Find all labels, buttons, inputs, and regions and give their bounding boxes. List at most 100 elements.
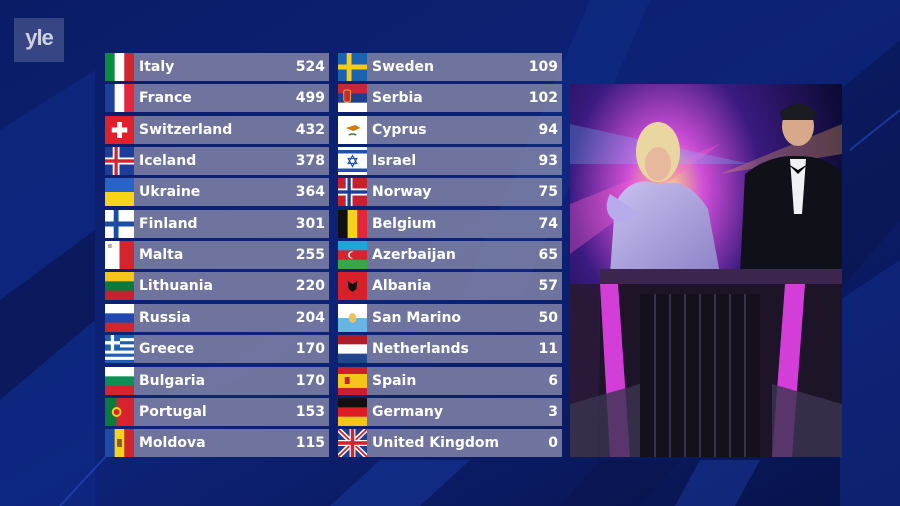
channel-logo: yle bbox=[14, 18, 64, 62]
scoreboard-row-san-marino: San Marino 50 bbox=[338, 303, 562, 332]
country-points: 75 bbox=[538, 184, 558, 201]
scoreboard-row-moldova: Moldova 115 bbox=[105, 429, 329, 458]
scoreboard-row-ukraine: Ukraine 364 bbox=[105, 178, 329, 207]
scoreboard-row-albania: Albania 57 bbox=[338, 272, 562, 301]
country-points: 301 bbox=[295, 215, 325, 232]
country-points: 109 bbox=[528, 59, 558, 75]
country-name: Switzerland bbox=[139, 121, 233, 138]
country-name: Italy bbox=[139, 59, 175, 75]
flag-san-marino-icon bbox=[338, 303, 367, 332]
flag-portugal-icon bbox=[105, 397, 134, 426]
flag-cyprus-icon bbox=[338, 115, 367, 144]
flag-albania-icon bbox=[338, 272, 367, 301]
flag-azerbaijan-icon bbox=[338, 241, 367, 270]
scoreboard-row-iceland: Iceland 378 bbox=[105, 147, 329, 176]
country-points: 432 bbox=[295, 121, 325, 138]
presenters-video bbox=[570, 84, 842, 457]
country-points: 170 bbox=[295, 341, 325, 358]
country-name: Finland bbox=[139, 215, 198, 232]
country-name: Greece bbox=[139, 341, 195, 358]
country-name: Germany bbox=[372, 403, 444, 420]
country-name: Ukraine bbox=[139, 184, 201, 201]
country-name: Spain bbox=[372, 372, 417, 389]
scoreboard-row-netherlands: Netherlands 11 bbox=[338, 335, 562, 364]
country-points: 524 bbox=[295, 59, 325, 75]
flag-sweden-icon bbox=[338, 53, 367, 81]
scoreboard-row-united-kingdom: United Kingdom 0 bbox=[338, 429, 562, 458]
country-name: Belgium bbox=[372, 215, 437, 232]
scoreboard-row-malta: Malta 255 bbox=[105, 241, 329, 270]
country-points: 3 bbox=[548, 403, 558, 420]
scoreboard-row-sweden: Sweden 109 bbox=[338, 53, 562, 81]
scoreboard-row-switzerland: Switzerland 432 bbox=[105, 115, 329, 144]
flag-netherlands-icon bbox=[338, 335, 367, 364]
country-points: 102 bbox=[528, 90, 558, 107]
country-name: Netherlands bbox=[372, 341, 469, 358]
flag-finland-icon bbox=[105, 209, 134, 238]
flag-germany-icon bbox=[338, 397, 367, 426]
scoreboard-row-portugal: Portugal 153 bbox=[105, 397, 329, 426]
scoreboard-row-russia: Russia 204 bbox=[105, 303, 329, 332]
country-points: 170 bbox=[295, 372, 325, 389]
country-name: Serbia bbox=[372, 90, 423, 107]
flag-spain-icon bbox=[338, 366, 367, 395]
country-points: 115 bbox=[295, 435, 325, 452]
scoreboard: Italy 524 France 499 Switzerland 432 Iceland 37… bbox=[105, 53, 562, 458]
flag-moldova-icon bbox=[105, 429, 134, 458]
scoreboard-row-bulgaria: Bulgaria 170 bbox=[105, 366, 329, 395]
flag-russia-icon bbox=[105, 303, 134, 332]
scoreboard-row-germany: Germany 3 bbox=[338, 397, 562, 426]
country-points: 6 bbox=[548, 372, 558, 389]
country-points: 153 bbox=[295, 403, 325, 420]
country-points: 499 bbox=[295, 90, 325, 107]
country-name: San Marino bbox=[372, 309, 462, 326]
country-points: 255 bbox=[295, 247, 325, 264]
country-points: 378 bbox=[295, 153, 325, 170]
scoreboard-row-serbia: Serbia 102 bbox=[338, 84, 562, 113]
flag-italy-icon bbox=[105, 53, 134, 81]
flag-iceland-icon bbox=[105, 147, 134, 176]
flag-united-kingdom-icon bbox=[338, 429, 367, 458]
country-name: Bulgaria bbox=[139, 372, 206, 389]
country-name: Albania bbox=[372, 278, 432, 295]
scoreboard-row-italy: Italy 524 bbox=[105, 53, 329, 81]
country-points: 364 bbox=[295, 184, 325, 201]
country-name: Cyprus bbox=[372, 121, 427, 138]
scoreboard-row-finland: Finland 301 bbox=[105, 209, 329, 238]
scoreboard-row-greece: Greece 170 bbox=[105, 335, 329, 364]
scoreboard-row-spain: Spain 6 bbox=[338, 366, 562, 395]
country-name: Portugal bbox=[139, 403, 207, 420]
country-points: 93 bbox=[538, 153, 558, 170]
flag-ukraine-icon bbox=[105, 178, 134, 207]
flag-serbia-icon bbox=[338, 84, 367, 113]
country-name: Azerbaijan bbox=[372, 247, 456, 264]
country-name: Moldova bbox=[139, 435, 206, 452]
flag-bulgaria-icon bbox=[105, 366, 134, 395]
scoreboard-row-france: France 499 bbox=[105, 84, 329, 113]
scoreboard-row-lithuania: Lithuania 220 bbox=[105, 272, 329, 301]
flag-france-icon bbox=[105, 84, 134, 113]
scoreboard-row-belgium: Belgium 74 bbox=[338, 209, 562, 238]
scoreboard-row-israel: Israel 93 bbox=[338, 147, 562, 176]
country-name: Sweden bbox=[372, 59, 434, 75]
country-name: France bbox=[139, 90, 192, 107]
country-name: Malta bbox=[139, 247, 184, 264]
scoreboard-row-azerbaijan: Azerbaijan 65 bbox=[338, 241, 562, 270]
country-points: 94 bbox=[538, 121, 558, 138]
country-points: 57 bbox=[538, 278, 558, 295]
country-points: 220 bbox=[295, 278, 325, 295]
country-name: Israel bbox=[372, 153, 417, 170]
country-name: Norway bbox=[372, 184, 432, 201]
flag-israel-icon bbox=[338, 147, 367, 176]
country-points: 204 bbox=[295, 309, 325, 326]
country-points: 74 bbox=[538, 215, 558, 232]
country-points: 11 bbox=[538, 341, 558, 358]
country-name: Russia bbox=[139, 309, 191, 326]
flag-greece-icon bbox=[105, 335, 134, 364]
country-name: Iceland bbox=[139, 153, 197, 170]
country-points: 0 bbox=[548, 435, 558, 452]
flag-lithuania-icon bbox=[105, 272, 134, 301]
flag-belgium-icon bbox=[338, 209, 367, 238]
country-name: Lithuania bbox=[139, 278, 214, 295]
scoreboard-row-cyprus: Cyprus 94 bbox=[338, 115, 562, 144]
